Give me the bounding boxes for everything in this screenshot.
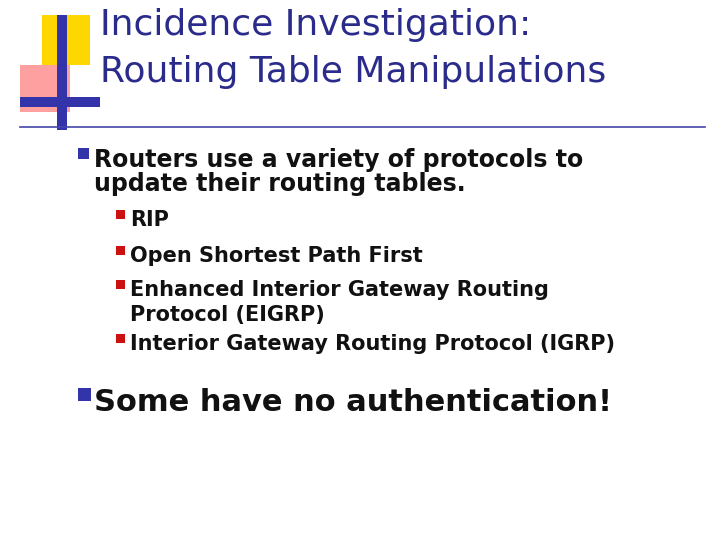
Text: RIP: RIP (130, 210, 169, 230)
FancyBboxPatch shape (116, 210, 125, 219)
Text: update their routing tables.: update their routing tables. (94, 172, 466, 196)
FancyBboxPatch shape (20, 65, 70, 112)
Text: Open Shortest Path First: Open Shortest Path First (130, 246, 423, 266)
FancyBboxPatch shape (116, 246, 125, 255)
FancyBboxPatch shape (78, 388, 91, 401)
Text: Routing Table Manipulations: Routing Table Manipulations (100, 55, 606, 89)
Text: Interior Gateway Routing Protocol (IGRP): Interior Gateway Routing Protocol (IGRP) (130, 334, 615, 354)
FancyBboxPatch shape (42, 15, 90, 65)
Text: Incidence Investigation:: Incidence Investigation: (100, 8, 531, 42)
FancyBboxPatch shape (20, 97, 100, 107)
FancyBboxPatch shape (116, 334, 125, 343)
Text: Some have no authentication!: Some have no authentication! (94, 388, 612, 417)
FancyBboxPatch shape (57, 15, 67, 130)
Text: Routers use a variety of protocols to: Routers use a variety of protocols to (94, 148, 583, 172)
Text: Enhanced Interior Gateway Routing
Protocol (EIGRP): Enhanced Interior Gateway Routing Protoc… (130, 280, 549, 325)
FancyBboxPatch shape (78, 148, 89, 159)
FancyBboxPatch shape (116, 280, 125, 289)
